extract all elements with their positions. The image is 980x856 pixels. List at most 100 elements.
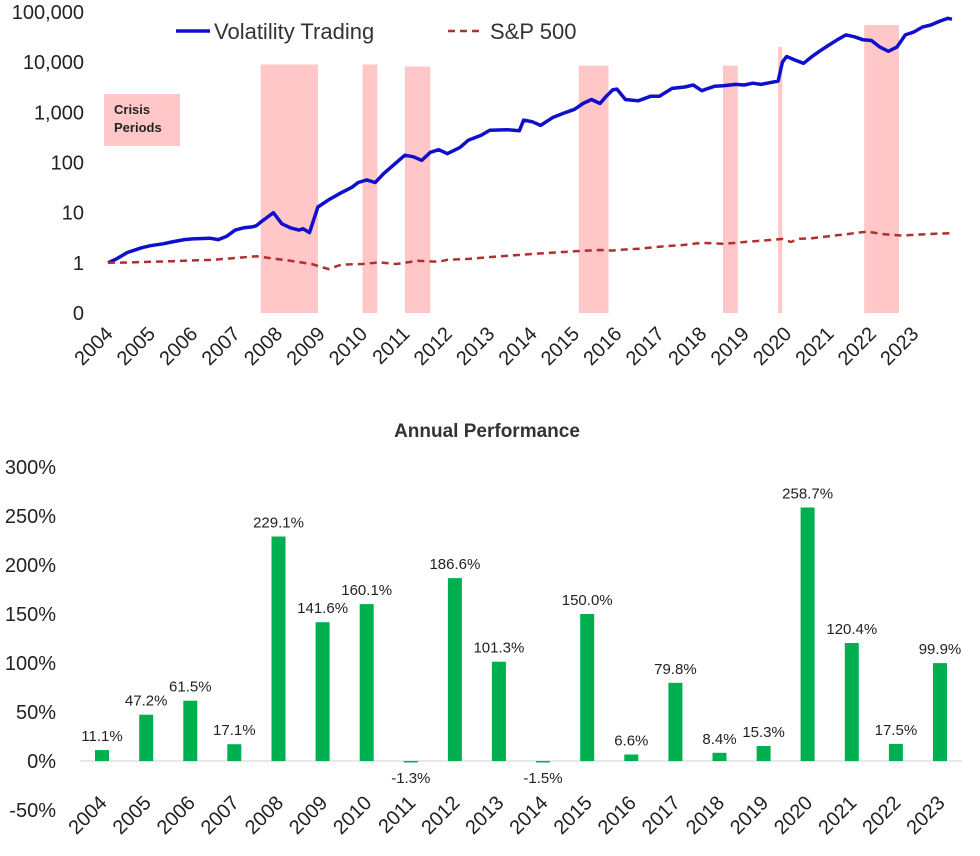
- data-label: -1.3%: [391, 770, 430, 787]
- x-tick-label: 2016: [579, 323, 626, 370]
- crisis-band: [723, 65, 738, 313]
- x-tick-label: 2017: [638, 792, 685, 839]
- y-tick-label: 200%: [5, 555, 56, 577]
- x-tick-label: 2020: [749, 323, 796, 370]
- x-tick-label: 2010: [329, 792, 376, 839]
- x-tick-label: 2004: [65, 792, 112, 839]
- x-tick-label: 2017: [622, 323, 669, 370]
- bar: [491, 661, 506, 761]
- bar: [227, 744, 242, 761]
- data-label: 101.3%: [473, 640, 524, 657]
- data-label: 15.3%: [742, 724, 785, 741]
- bar: [624, 754, 639, 761]
- x-tick-label: 2021: [792, 323, 839, 370]
- x-tick-label: 2008: [241, 792, 288, 839]
- y-tick-label: -50%: [9, 800, 56, 822]
- data-label: 229.1%: [253, 515, 304, 532]
- crisis-band: [778, 47, 783, 313]
- bar: [359, 604, 374, 761]
- data-label: 47.2%: [125, 693, 168, 710]
- bar: [668, 682, 683, 761]
- x-tick-label: 2016: [594, 792, 641, 839]
- crisis-legend-label-line2: Periods: [114, 120, 162, 135]
- x-tick-label: 2021: [814, 792, 861, 839]
- y-tick-label: 100%: [5, 653, 56, 675]
- data-label: 6.6%: [614, 733, 648, 750]
- y-tick-label: 1,000: [34, 102, 84, 124]
- data-label: 150.0%: [562, 592, 613, 609]
- x-tick-label: 2015: [537, 323, 584, 370]
- x-tick-label: 2007: [197, 792, 244, 839]
- y-tick-label: 0: [73, 303, 84, 325]
- x-tick-label: 2023: [903, 792, 950, 839]
- y-tick-label: 10,000: [23, 52, 84, 74]
- x-tick-label: 2006: [155, 323, 202, 370]
- data-label: 120.4%: [826, 621, 877, 638]
- bar-chart: Annual Performance 300% 250% 200% 150% 100% 50…: [5, 421, 962, 839]
- x-tick-label: 2013: [452, 323, 499, 370]
- x-tick-label: 2011: [374, 792, 420, 838]
- crisis-band: [864, 25, 899, 313]
- y-tick-label: 100: [51, 153, 84, 175]
- crisis-legend-label: Crisis Periods: [114, 102, 162, 135]
- crisis-band: [404, 66, 431, 313]
- x-tick-label: 2005: [113, 323, 160, 370]
- bar: [580, 614, 595, 761]
- legend-label-sp500: S&P 500: [490, 19, 576, 44]
- y-tick-label: 250%: [5, 506, 56, 528]
- chart-title: Annual Performance: [394, 421, 580, 442]
- crisis-band: [260, 64, 318, 313]
- bar: [447, 578, 462, 761]
- bar: [536, 761, 550, 763]
- x-tick-label: 2004: [71, 323, 118, 370]
- x-tick-label: 2022: [834, 323, 881, 370]
- x-tick-label: 2010: [325, 323, 372, 370]
- bar: [139, 714, 154, 761]
- y-tick-label: 0%: [27, 751, 56, 773]
- x-tick-label: 2022: [858, 792, 905, 839]
- bar: [844, 643, 859, 761]
- x-tick-label: 2015: [550, 792, 597, 839]
- data-label: 11.1%: [81, 728, 122, 745]
- crisis-legend-box: [104, 94, 180, 146]
- x-tick-label: 2011: [368, 323, 414, 369]
- data-label: 61.5%: [169, 679, 212, 696]
- data-label: 17.5%: [875, 722, 918, 739]
- x-tick-label: 2005: [109, 792, 156, 839]
- data-label: 8.4%: [702, 731, 736, 748]
- bar: [315, 622, 330, 761]
- crisis-band: [578, 65, 609, 313]
- x-tick-label: 2019: [726, 792, 773, 839]
- x-tick-label: 2018: [664, 323, 711, 370]
- x-tick-label: 2014: [506, 792, 553, 839]
- x-tick-label: 2014: [495, 323, 542, 370]
- y-tick-label: 100,000: [12, 2, 84, 24]
- bar: [183, 700, 198, 761]
- y-tick-label: 150%: [5, 604, 56, 626]
- data-label: 160.1%: [341, 582, 392, 599]
- x-tick-label: 2008: [240, 323, 287, 370]
- bar: [800, 507, 815, 761]
- data-label: -1.5%: [523, 770, 562, 787]
- bar: [888, 743, 903, 761]
- x-tick-label: 2006: [153, 792, 200, 839]
- bar: [403, 761, 418, 763]
- x-tick-label: 2007: [198, 323, 245, 370]
- volatility-trading-line: [107, 16, 953, 265]
- bar: [271, 536, 286, 761]
- data-label: 79.8%: [654, 661, 697, 678]
- x-tick-label: 2020: [770, 792, 817, 839]
- data-label: 186.6%: [429, 556, 480, 573]
- legend-label-volatility: Volatility Trading: [214, 19, 374, 44]
- log-chart: Crisis Periods100,00010,0001,000100101020…: [12, 2, 953, 370]
- bar: [712, 752, 727, 761]
- data-label: 258.7%: [782, 486, 833, 503]
- data-label: 17.1%: [213, 722, 256, 739]
- crisis-legend-label-line1: Crisis: [114, 102, 150, 117]
- y-tick-label: 10: [62, 203, 84, 225]
- x-tick-label: 2023: [876, 323, 923, 370]
- bar: [933, 663, 947, 761]
- x-tick-label: 2019: [707, 323, 754, 370]
